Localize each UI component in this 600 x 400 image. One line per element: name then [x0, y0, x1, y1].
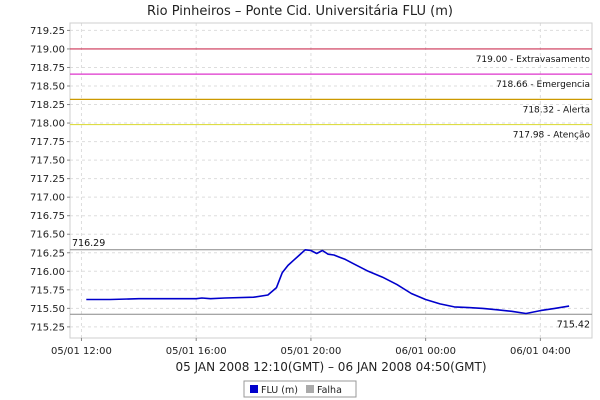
chart-title: Rio Pinheiros – Ponte Cid. Universitária… — [147, 4, 453, 19]
legend-label: Falha — [317, 385, 342, 396]
legend-swatch — [250, 385, 258, 393]
y-tick-label: 717.25 — [30, 174, 65, 185]
y-tick-label: 715.25 — [30, 322, 65, 333]
x-tick-label: 06/01 00:00 — [395, 346, 456, 357]
y-tick-label: 718.00 — [30, 119, 65, 130]
marker-label: 716.29 — [72, 238, 105, 249]
y-tick-label: 715.50 — [30, 304, 65, 315]
threshold-label: 718.32 - Alerta — [523, 105, 590, 115]
x-tick-label: 05/01 20:00 — [281, 346, 342, 357]
y-tick-label: 719.25 — [30, 26, 65, 37]
y-tick-label: 718.25 — [30, 100, 65, 111]
y-tick-label: 716.25 — [30, 248, 65, 259]
y-tick-label: 717.50 — [30, 156, 65, 167]
legend-box — [243, 380, 357, 398]
gridlines — [70, 23, 592, 338]
marker-label: 715.42 — [557, 319, 590, 330]
y-tick-label: 718.75 — [30, 63, 65, 74]
series-lines — [86, 249, 570, 315]
legend-swatch — [306, 385, 314, 393]
y-tick-label: 718.50 — [30, 82, 65, 93]
x-tick-label: 06/01 04:00 — [510, 346, 571, 357]
x-tick-label: 05/01 12:00 — [51, 346, 112, 357]
x-axis-title: 05 JAN 2008 12:10(GMT) – 06 JAN 2008 04:… — [175, 360, 486, 374]
y-tick-label: 717.75 — [30, 137, 65, 148]
threshold-lines: 719.00 - Extravasamento 718.66 - Emergenc… — [70, 48, 592, 141]
y-tick-label: 716.75 — [30, 211, 65, 222]
y-axis-ticks: 715.25 715.50 715.75 716.00 716.25 716.50 716.… — [30, 26, 70, 333]
threshold-label: 719.00 - Extravasamento — [476, 55, 591, 65]
legend-label: FLU (m) — [261, 385, 298, 396]
threshold-label: 718.66 - Emergencia — [496, 80, 590, 90]
plot-frame — [69, 22, 593, 339]
x-axis-ticks: 05/01 12:00 05/01 16:00 05/01 20:00 06/01 0… — [51, 338, 571, 357]
y-tick-label: 717.00 — [30, 193, 65, 204]
y-tick-label: 716.00 — [30, 267, 65, 278]
x-tick-label: 05/01 16:00 — [166, 346, 227, 357]
series-line — [86, 249, 570, 315]
y-tick-label: 715.75 — [30, 285, 65, 296]
y-tick-label: 719.00 — [30, 44, 65, 55]
marker-lines: 716.29 715.42 — [70, 238, 592, 330]
legend: FLU (m) Falha — [243, 380, 357, 398]
threshold-label: 717.98 - Atenção — [513, 131, 591, 141]
y-tick-label: 716.50 — [30, 230, 65, 241]
